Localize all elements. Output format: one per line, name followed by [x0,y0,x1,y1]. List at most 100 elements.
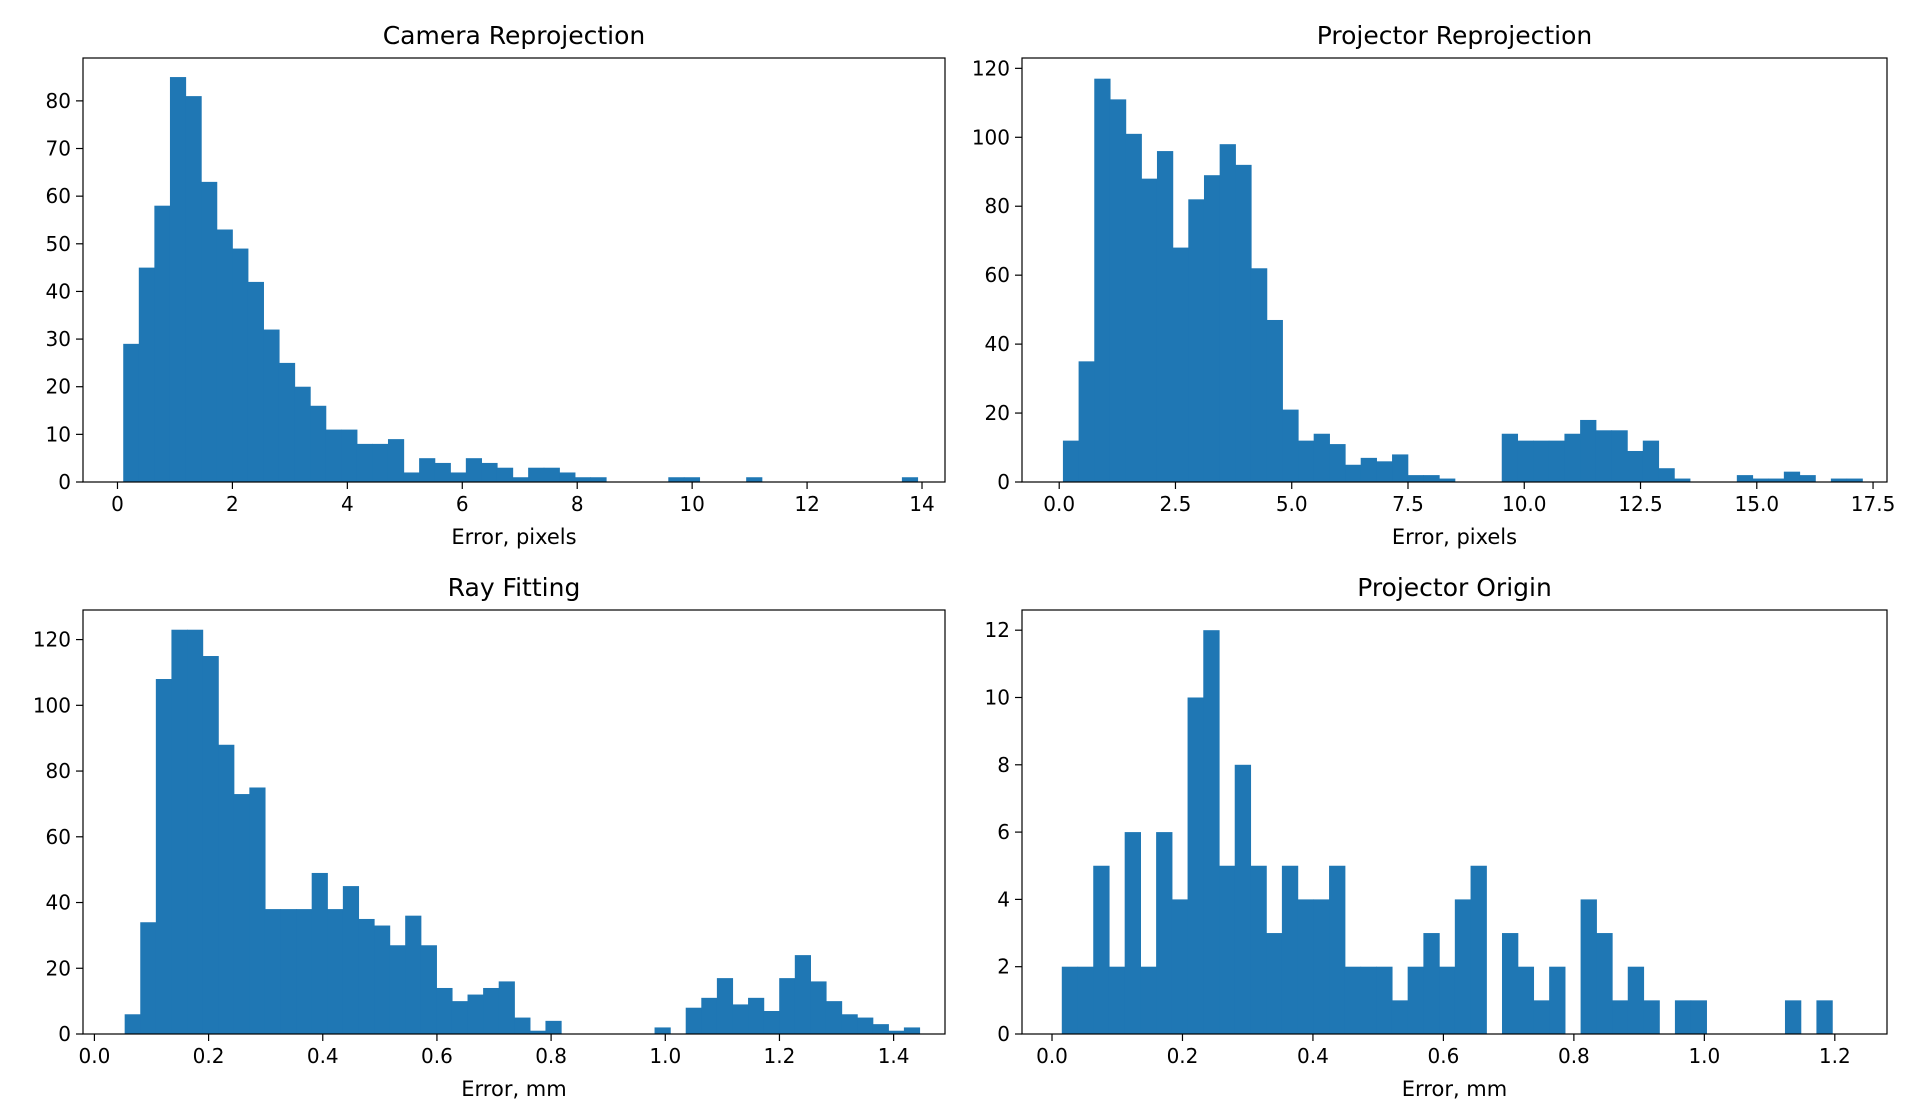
histogram-bar [185,96,202,483]
y-tick-label: 0 [997,1022,1010,1046]
y-tick-label: 20 [46,375,71,399]
histogram-bar [668,477,685,482]
histogram-bar [327,909,344,1034]
histogram-bar [450,472,467,482]
y-tick-label: 8 [997,753,1010,777]
x-tick-label: 0.6 [421,1044,453,1068]
histogram-bar [169,77,187,482]
histogram-bar [903,1027,921,1034]
x-tick-label: 0 [111,492,124,516]
histogram-bar [1281,865,1299,1034]
histogram-bar [1783,471,1801,482]
histogram-bar [1674,1000,1692,1034]
histogram-bar [590,477,607,482]
histogram-bar [701,997,718,1034]
histogram-bar [483,987,500,1034]
x-tick-label: 17.5 [1851,492,1896,516]
histogram-bar [1501,933,1519,1034]
histogram-bar [155,679,173,1034]
histogram-bar [123,343,140,482]
histogram-bar [341,429,358,482]
x-tick-label: 12 [794,492,819,516]
histogram-bar [1501,433,1519,482]
x-tick-label: 0.8 [535,1044,567,1068]
histogram-bar [1454,899,1472,1034]
histogram-bar [1108,966,1126,1034]
histogram-bar [1141,178,1158,482]
histogram-bar [310,405,327,482]
histogram-bar [654,1027,671,1034]
histogram-bar [857,1017,874,1034]
histogram-bar [1203,630,1220,1034]
histogram-bar [1596,933,1613,1034]
histogram-bar [216,229,233,482]
histogram-panel-1: 0.0 2.5 5.0 7.5 10.0 12.5 15.0 17.5 0 20 40 60 80 100… [972,21,1896,549]
y-tick-label: 120 [33,628,71,652]
histogram-bar [325,429,342,482]
histogram-bar [342,886,360,1034]
histogram-bar [810,981,827,1034]
histogram-bar [434,462,451,482]
histogram-bar [201,181,218,482]
histogram-bar [1580,899,1597,1034]
histogram-bar [187,629,204,1034]
histogram-bar [1109,99,1127,483]
histogram-bar [528,467,545,482]
histogram-bar [296,909,313,1034]
histogram-bar [1548,440,1566,482]
y-tick-label: 60 [46,184,71,208]
histogram-bar [716,978,734,1034]
histogram-bar [1250,865,1267,1034]
histogram-bar [1564,433,1581,482]
histogram-bar [1360,966,1377,1034]
histogram-bar [1752,478,1769,482]
histogram-bar [1156,151,1174,482]
histogram-bar [1156,832,1173,1034]
x-tick-label: 8 [571,492,584,516]
histogram-bar [1297,899,1314,1034]
histogram-bar [1846,478,1863,482]
histogram-bar [1407,475,1424,482]
histogram-bar [1266,319,1283,482]
y-tick-label: 30 [46,327,71,351]
histogram-bar [1188,199,1205,482]
histogram-bar [1219,865,1236,1034]
histogram-bar [794,955,811,1034]
x-tick-label: 0.4 [1297,1044,1329,1068]
y-tick-label: 20 [46,956,71,980]
y-tick-label: 2 [997,955,1010,979]
y-tick-label: 0 [58,470,71,494]
histogram-bar [1533,440,1550,482]
histogram-bar [1094,78,1111,483]
histogram-bar [732,1004,749,1034]
histogram-bar [247,281,264,482]
histogram-bar [387,439,405,482]
histogram-bar [1062,440,1080,482]
histogram-bar [1329,865,1346,1034]
x-tick-label: 0.0 [1043,492,1075,516]
y-tick-label: 120 [972,56,1010,80]
histogram-bar [1627,450,1644,482]
x-tick-label: 1.0 [649,1044,681,1068]
histogram-bar [1203,175,1221,482]
histogram-bar [1235,164,1252,483]
histogram-bar [263,329,280,482]
y-tick-label: 40 [46,279,71,303]
histogram-bar [1658,468,1675,482]
histogram-bar [1816,1000,1833,1034]
y-tick-label: 80 [46,89,71,113]
histogram-bar [1533,1000,1550,1034]
histogram-panel-0: 0 2 4 6 8 10 12 14 0 10 20 30 40 50 60 70 80 Camera Repro… [46,21,946,549]
histogram-bar [389,945,406,1034]
histogram-bar [685,1007,702,1034]
histogram-bar [311,872,328,1034]
histogram-bar [1061,966,1079,1034]
x-tick-label: 1.2 [764,1044,796,1068]
histogram-bar [1517,440,1534,482]
histogram-bar [1392,454,1409,482]
histogram-bar [1611,430,1628,482]
x-tick-label: 10.0 [1502,492,1547,516]
histogram-bar [683,477,701,482]
histogram-bar [436,987,453,1034]
histogram-bar [1298,440,1315,482]
